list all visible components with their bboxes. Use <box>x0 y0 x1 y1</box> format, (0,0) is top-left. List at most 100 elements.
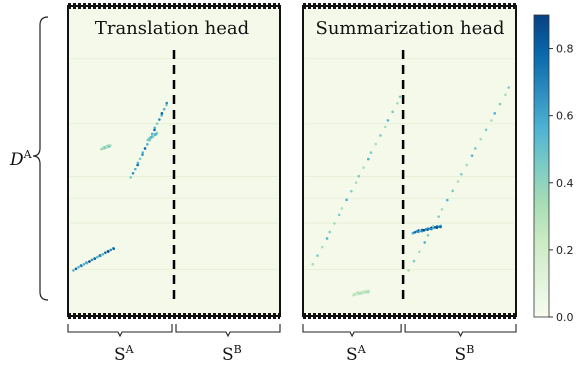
colorbar-ticks: 0.0 0.2 0.4 0.6 0.8 <box>549 43 574 324</box>
attention-point <box>504 93 507 97</box>
attention-point <box>407 269 410 272</box>
attention-point <box>350 189 353 193</box>
attention-point <box>366 290 370 294</box>
attention-point <box>90 258 94 262</box>
attention-point <box>106 250 110 253</box>
attention-point <box>80 264 83 268</box>
attention-point <box>367 157 370 161</box>
colorbar-tick-label: 0.6 <box>556 110 574 123</box>
attention-point <box>311 262 315 266</box>
attention-point <box>439 225 442 229</box>
attention-point <box>82 263 86 266</box>
attention-point <box>369 151 373 154</box>
attention-point <box>112 247 116 250</box>
attention-point <box>386 119 390 122</box>
colorbar-tick-label: 0.4 <box>556 177 574 190</box>
x-group-brace <box>302 324 402 338</box>
attention-point <box>88 260 91 263</box>
attention-point <box>93 257 97 261</box>
attention-point <box>484 128 488 132</box>
attention-point <box>493 112 497 115</box>
attention-point <box>72 269 75 272</box>
attention-point <box>418 250 421 254</box>
attention-point <box>379 134 382 137</box>
attention-point <box>456 180 460 183</box>
attention-point <box>451 189 455 193</box>
attention-point <box>354 181 358 184</box>
attention-point <box>432 224 435 228</box>
attention-point <box>357 174 361 178</box>
x-group-brace <box>175 324 281 338</box>
attention-point <box>141 151 145 154</box>
attention-point <box>446 198 449 202</box>
x-group-brace <box>67 324 173 338</box>
attention-point <box>474 147 477 150</box>
attention-point <box>345 198 348 202</box>
attention-point <box>143 147 147 150</box>
attention-point <box>398 95 402 99</box>
attention-point <box>136 161 140 165</box>
attention-point <box>396 101 399 105</box>
attention-point <box>498 102 502 106</box>
attention-point <box>154 132 158 136</box>
attention-point <box>131 171 135 175</box>
attention-point <box>153 126 157 130</box>
colorbar-tick-label: 0.2 <box>556 244 574 257</box>
attention-marks <box>305 58 514 297</box>
attention-point <box>325 237 329 240</box>
attention-point <box>316 254 319 257</box>
x-group-label: SA <box>346 343 367 365</box>
attention-point <box>333 222 336 225</box>
colorbar-gradient <box>533 14 550 318</box>
attention-point <box>101 253 105 256</box>
x-group-label: SB <box>455 343 475 365</box>
attention-point <box>470 154 474 157</box>
attention-point <box>391 110 394 114</box>
attention-point <box>490 119 493 122</box>
attention-point <box>426 233 430 237</box>
attention-point <box>383 125 387 129</box>
attention-point <box>374 142 378 146</box>
attention-point <box>153 128 156 132</box>
attention-point <box>138 157 142 161</box>
attention-point <box>440 208 444 211</box>
attention-point <box>437 215 441 218</box>
attention-point <box>109 248 113 252</box>
attention-point <box>507 86 511 89</box>
attention-point <box>141 153 144 156</box>
attention-point <box>465 163 469 167</box>
panel-title: Translation head <box>95 18 249 39</box>
attention-point <box>96 255 99 259</box>
attention-point <box>136 163 139 167</box>
attention-point <box>134 167 137 171</box>
attention-point <box>162 107 166 111</box>
attention-point <box>320 245 324 249</box>
x-group-label: SB <box>222 343 242 365</box>
attention-point <box>160 114 163 117</box>
heatmap-panel-translation: Translation head <box>67 3 281 319</box>
x-group-brace <box>404 324 517 338</box>
attention-marks <box>70 58 278 272</box>
attention-point <box>158 118 161 121</box>
attention-point <box>412 259 416 263</box>
attention-point <box>129 176 132 179</box>
attention-point <box>85 261 89 265</box>
heatmap-panel-summarization: Summarization head <box>302 3 517 319</box>
attention-point <box>337 213 341 217</box>
attention-point <box>160 112 164 115</box>
attention-point <box>340 207 344 210</box>
attention-point <box>99 254 102 258</box>
attention-point <box>460 172 463 176</box>
attention-point <box>104 251 107 254</box>
attention-point <box>362 166 365 169</box>
y-axis-label: DA <box>9 148 33 170</box>
panel-title: Summarization head <box>315 18 504 39</box>
y-axis-brace <box>32 16 49 301</box>
attention-point <box>155 122 159 125</box>
attention-point <box>328 230 331 234</box>
colorbar-tick-label: 0.8 <box>556 43 574 56</box>
attention-point <box>165 101 169 105</box>
x-group-label: SA <box>114 343 135 365</box>
attention-point <box>74 267 78 271</box>
